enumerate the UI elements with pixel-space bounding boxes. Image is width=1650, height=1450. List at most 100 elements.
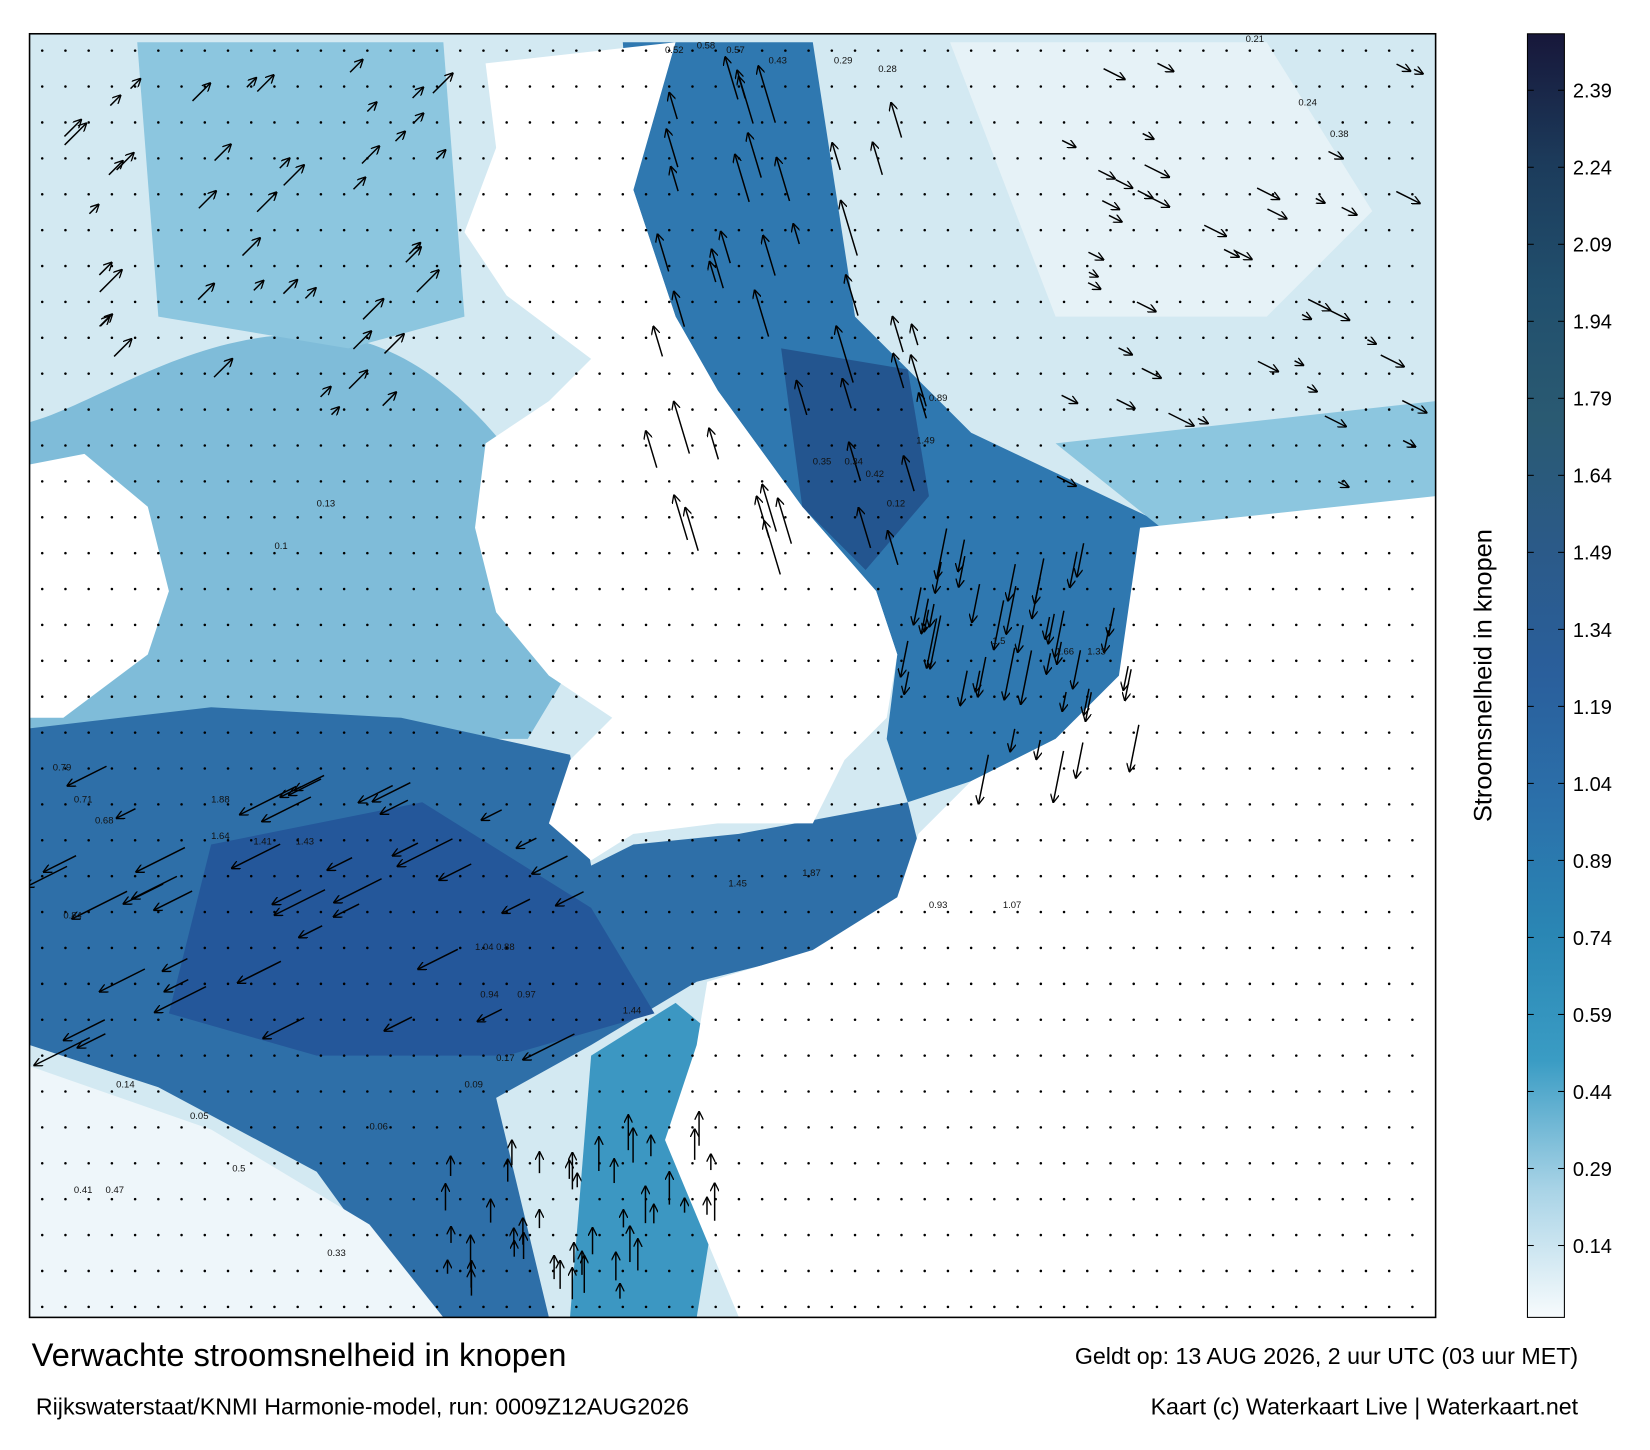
- grid-dot: [714, 731, 717, 734]
- grid-dot: [133, 1269, 137, 1273]
- grid-dot: [1202, 946, 1205, 950]
- grid-dot: [830, 1090, 834, 1093]
- grid-dot: [551, 157, 555, 160]
- grid-dot: [458, 1305, 462, 1309]
- grid-dot: [203, 731, 207, 734]
- grid-dot: [575, 480, 578, 483]
- grid-dot: [389, 838, 392, 842]
- grid-dot: [784, 731, 787, 734]
- current-arrow: [44, 855, 77, 872]
- grid-dot: [1341, 982, 1344, 986]
- grid-dot: [598, 1018, 601, 1021]
- grid-dot: [87, 1269, 90, 1273]
- grid-dot: [575, 1126, 578, 1129]
- grid-dot: [1086, 192, 1089, 196]
- grid-dot: [1178, 228, 1182, 232]
- grid-dot: [505, 1305, 508, 1309]
- grid-dot: [482, 408, 485, 411]
- grid-dot: [1295, 228, 1298, 232]
- grid-dot: [1086, 659, 1089, 663]
- grid-dot: [923, 336, 926, 340]
- grid-dot: [458, 228, 462, 232]
- grid-dot: [876, 587, 880, 591]
- grid-dot: [900, 695, 903, 698]
- grid-dot: [319, 444, 323, 447]
- grid-dot: [923, 300, 926, 304]
- grid-dot: [226, 587, 230, 591]
- grid-dot: [784, 659, 787, 663]
- current-arrow: [117, 808, 136, 818]
- grid-dot: [621, 946, 625, 950]
- grid-dot: [807, 121, 810, 124]
- grid-dot: [319, 838, 323, 842]
- current-arrow: [914, 587, 922, 624]
- grid-dot: [737, 1090, 741, 1093]
- grid-dot: [1039, 551, 1043, 555]
- grid-dot: [435, 1162, 439, 1165]
- grid-dot: [412, 1018, 416, 1021]
- grid-dot: [551, 85, 555, 88]
- speed-label: 0.13: [317, 499, 336, 510]
- grid-dot: [157, 121, 160, 124]
- grid-dot: [458, 946, 462, 950]
- grid-dot: [319, 767, 323, 770]
- grid-dot: [1318, 587, 1321, 591]
- current-arrow: [393, 842, 419, 856]
- grid-dot: [1132, 946, 1135, 950]
- grid-dot: [1248, 623, 1252, 627]
- grid-dot: [644, 444, 648, 447]
- grid-dot: [505, 372, 508, 375]
- grid-dot: [249, 1018, 253, 1021]
- grid-dot: [1341, 695, 1344, 698]
- grid-dot: [458, 85, 462, 88]
- grid-dot: [853, 1090, 857, 1093]
- grid-dot: [133, 157, 137, 160]
- grid-dot: [784, 192, 787, 196]
- grid-dot: [598, 372, 601, 375]
- grid-dot: [830, 1305, 834, 1309]
- current-arrow: [893, 317, 904, 353]
- grid-dot: [1341, 408, 1344, 411]
- grid-dot: [737, 659, 741, 663]
- grid-dot: [1411, 515, 1414, 519]
- current-arrow: [930, 615, 942, 669]
- grid-dot: [1364, 157, 1368, 160]
- speed-label: 0.35: [813, 456, 832, 467]
- grid-dot: [667, 1090, 671, 1093]
- grid-dot: [342, 946, 346, 950]
- grid-dot: [366, 551, 369, 555]
- grid-dot: [737, 1233, 741, 1237]
- grid-dot: [1202, 1090, 1205, 1093]
- speed-label: 0.24: [1298, 98, 1317, 109]
- grid-dot: [1225, 372, 1228, 375]
- grid-dot: [923, 946, 926, 950]
- grid-dot: [1225, 838, 1228, 842]
- grid-dot: [969, 85, 973, 88]
- grid-dot: [319, 192, 323, 196]
- grid-dot: [133, 695, 137, 698]
- grid-dot: [853, 659, 857, 663]
- grid-dot: [1178, 803, 1182, 806]
- grid-dot: [87, 157, 90, 160]
- grid-dot: [667, 1269, 671, 1273]
- grid-dot: [737, 408, 741, 411]
- current-arrow: [1036, 739, 1040, 759]
- grid-dot: [946, 659, 950, 663]
- grid-dot: [1341, 1162, 1344, 1165]
- grid-dot: [737, 300, 741, 304]
- grid-dot: [1225, 515, 1228, 519]
- grid-dot: [1155, 838, 1159, 842]
- current-arrow: [1136, 301, 1156, 311]
- current-arrow: [192, 83, 211, 102]
- grid-dot: [784, 1054, 787, 1057]
- grid-dot: [366, 1269, 369, 1273]
- grid-dot: [760, 264, 764, 268]
- grid-dot: [853, 1269, 857, 1273]
- grid-dot: [1364, 1197, 1368, 1201]
- subtitle: Rijkswaterstaat/KNMI Harmonie-model, run…: [36, 1394, 689, 1420]
- grid-dot: [575, 767, 578, 770]
- speed-label: 0.43: [768, 55, 787, 66]
- grid-dot: [667, 731, 671, 734]
- speed-label: 0.09: [464, 1079, 483, 1090]
- grid-dot: [667, 695, 671, 698]
